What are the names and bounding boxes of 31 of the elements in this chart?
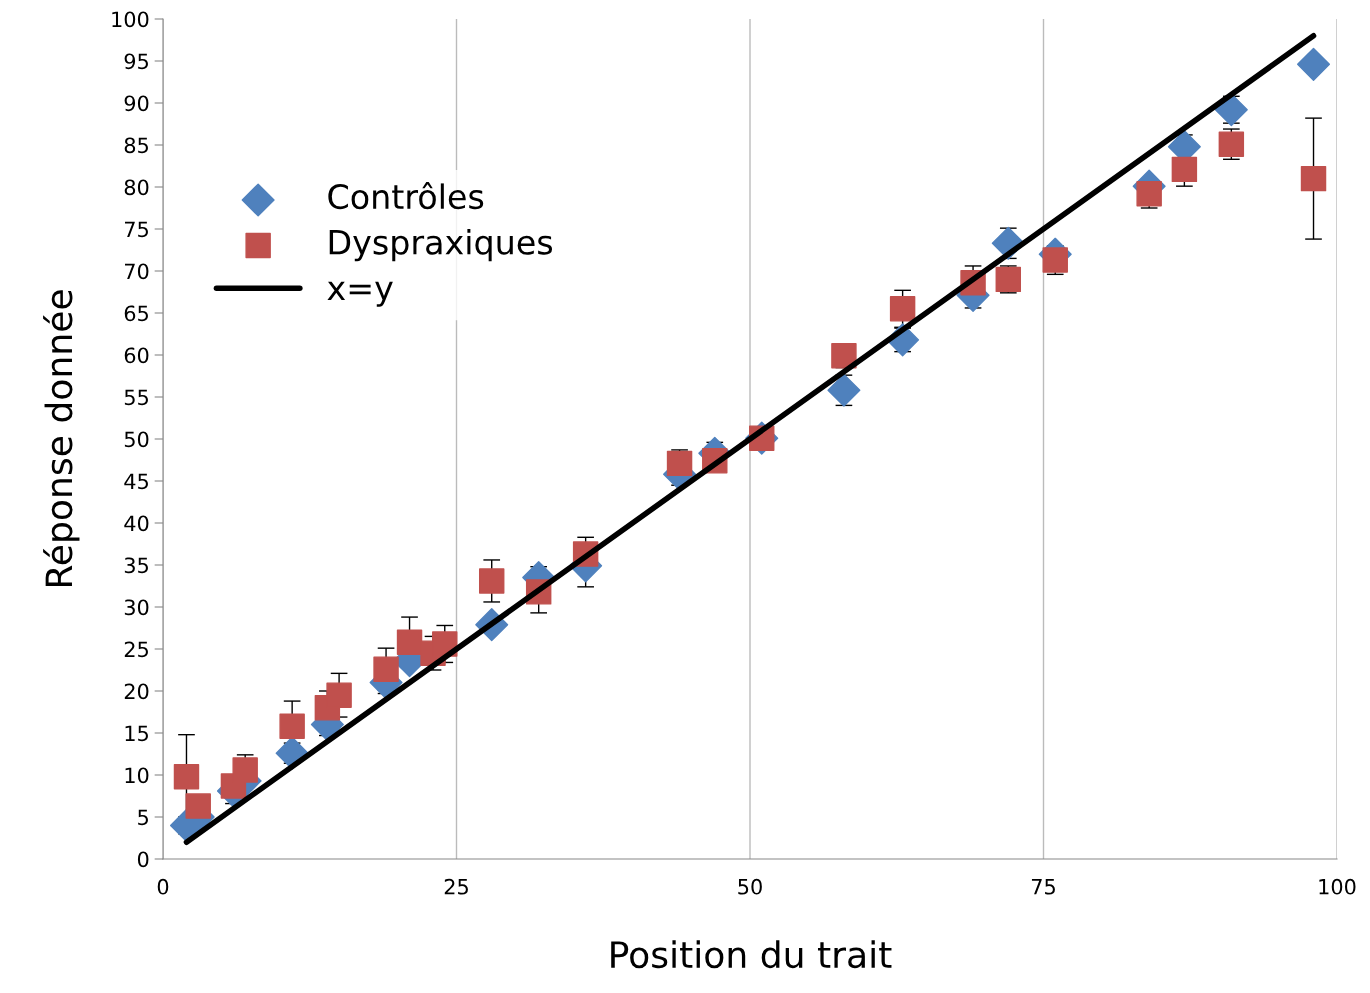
legend-label: x=y	[327, 281, 393, 307]
y-tick-label: 35	[124, 557, 148, 574]
x-tick-label: 25	[444, 878, 468, 895]
y-tick-label: 25	[124, 641, 148, 658]
y-tick-label: 40	[124, 515, 149, 532]
y-axis-title: Réponse donnée	[43, 290, 80, 587]
y-tick-label: 70	[125, 263, 149, 280]
y-tick-label: 55	[124, 389, 148, 406]
x-tick-label: 100	[1319, 878, 1356, 895]
y-tick-label: 10	[125, 767, 149, 784]
y-tick-label: 15	[125, 725, 148, 742]
y-tick-label: 85	[124, 137, 148, 154]
legend-label: Contrôles	[328, 182, 484, 210]
y-tick-label: 0	[137, 851, 149, 868]
y-tick-label: 80	[124, 179, 149, 196]
y-tick-label: 50	[124, 431, 149, 448]
y-tick-label: 100	[112, 11, 149, 28]
x-axis-title: Position du trait	[611, 940, 892, 969]
y-tick-label: 90	[124, 95, 149, 112]
x-tick-label: 0	[157, 878, 169, 895]
y-tick-label: 30	[124, 599, 149, 616]
legend-label: Dyspraxiques	[329, 228, 553, 262]
y-tick-label: 75	[125, 221, 148, 238]
y-tick-label: 60	[124, 347, 149, 364]
x-tick-label: 75	[1031, 879, 1055, 895]
y-tick-label: 45	[124, 473, 148, 490]
x-tick-label: 50	[738, 878, 762, 895]
y-tick-label: 65	[124, 305, 148, 322]
y-tick-label: 20	[124, 683, 149, 700]
y-tick-label: 95	[124, 53, 148, 70]
y-tick-label: 5	[138, 809, 148, 826]
